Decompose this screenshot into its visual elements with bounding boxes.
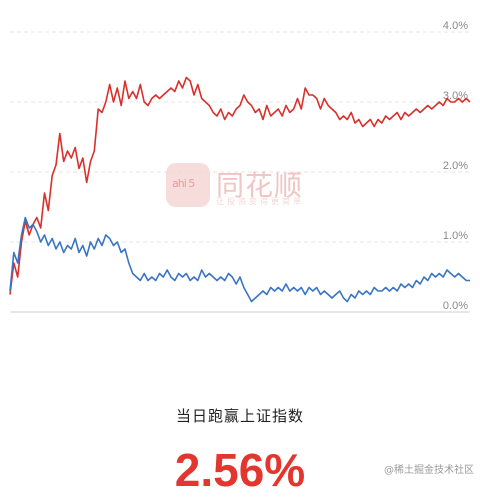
y-tick-label: 4.0% xyxy=(443,20,468,32)
chart-series xyxy=(9,76,471,303)
series-line-red xyxy=(9,76,471,295)
line-chart: 0.0%1.0%2.0%3.0%4.0% 09:3011:3015:00 xyxy=(9,20,471,313)
watermark-brand-sub: 让投资变得更简单 xyxy=(216,197,304,206)
y-tick-label: 2.0% xyxy=(443,160,468,172)
credit-text: @稀土掘金技术社区 xyxy=(384,461,474,476)
series-line-blue xyxy=(9,216,470,303)
y-tick-label: 1.0% xyxy=(443,230,468,242)
y-tick-label: 3.0% xyxy=(443,90,468,102)
chart-title: 当日跑赢上证指数 xyxy=(175,407,304,425)
y-axis-ticks: 0.0% 1.0% 2.0% 3.0% 4.0% xyxy=(443,20,468,312)
y-tick-label: 0.0% xyxy=(443,300,468,312)
watermark-brand-name: 同花顺 xyxy=(216,169,304,202)
watermark-logo-glyph: ahi 5 xyxy=(172,177,195,190)
chart-grid xyxy=(10,31,470,313)
watermark-logo: ahi 5 xyxy=(166,163,210,207)
